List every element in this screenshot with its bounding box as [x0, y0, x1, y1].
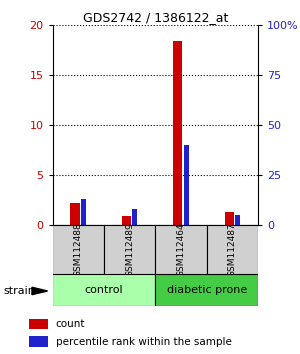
Bar	[104, 225, 155, 274]
Text: GSM112464: GSM112464	[176, 222, 185, 277]
Text: GSM112489: GSM112489	[125, 222, 134, 277]
Text: count: count	[56, 319, 85, 329]
Text: GSM112487: GSM112487	[228, 222, 237, 277]
Bar	[155, 274, 258, 306]
Text: percentile rank within the sample: percentile rank within the sample	[56, 337, 232, 347]
Bar	[52, 225, 104, 274]
Bar	[52, 274, 155, 306]
Bar	[173, 41, 182, 225]
Text: diabetic prone: diabetic prone	[167, 285, 247, 295]
Text: GSM112488: GSM112488	[74, 222, 83, 277]
Bar	[81, 199, 86, 225]
Bar	[207, 225, 258, 274]
Bar	[155, 225, 207, 274]
Bar	[132, 209, 137, 225]
Bar	[29, 319, 48, 329]
Bar	[184, 145, 189, 225]
Text: strain: strain	[3, 286, 35, 296]
Bar	[70, 203, 80, 225]
Polygon shape	[32, 287, 47, 295]
Bar	[122, 216, 131, 225]
Bar	[235, 215, 240, 225]
Bar	[225, 212, 234, 225]
Bar	[29, 336, 48, 347]
Text: control: control	[85, 285, 123, 295]
Title: GDS2742 / 1386122_at: GDS2742 / 1386122_at	[82, 11, 228, 24]
